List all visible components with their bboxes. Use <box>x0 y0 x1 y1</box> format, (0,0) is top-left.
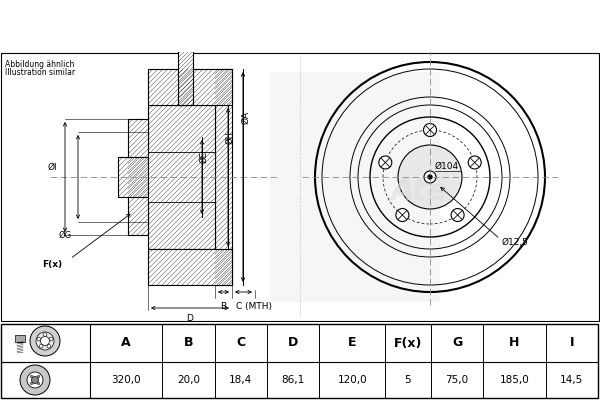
Circle shape <box>41 336 49 346</box>
Bar <box>178 34 193 105</box>
Circle shape <box>37 337 41 341</box>
Circle shape <box>43 333 47 336</box>
Text: H: H <box>509 336 520 350</box>
Circle shape <box>468 156 481 169</box>
Circle shape <box>451 208 464 222</box>
Text: 24.0120-0213.1: 24.0120-0213.1 <box>142 16 314 36</box>
Circle shape <box>27 372 43 388</box>
Text: Illustration similar: Illustration similar <box>5 68 75 77</box>
Bar <box>148 249 232 285</box>
Text: C: C <box>236 336 245 350</box>
Bar <box>270 72 440 302</box>
Bar <box>215 69 232 285</box>
Text: I: I <box>569 336 574 350</box>
Text: 14,5: 14,5 <box>560 375 583 385</box>
Text: ØE: ØE <box>199 151 209 163</box>
Circle shape <box>30 382 32 385</box>
Bar <box>148 69 232 105</box>
Circle shape <box>424 171 436 183</box>
Bar <box>148 152 215 202</box>
Text: Abbildung ähnlich: Abbildung ähnlich <box>5 60 74 69</box>
Circle shape <box>32 376 38 384</box>
Text: ØA: ØA <box>241 110 251 124</box>
Circle shape <box>396 208 409 222</box>
Circle shape <box>30 375 32 378</box>
Text: ØH: ØH <box>226 130 235 144</box>
Text: 120,0: 120,0 <box>337 375 367 385</box>
Text: ØI: ØI <box>47 162 57 172</box>
Circle shape <box>424 124 437 136</box>
Text: 20,0: 20,0 <box>177 375 200 385</box>
Text: D: D <box>288 336 298 350</box>
Text: 86,1: 86,1 <box>281 375 305 385</box>
Circle shape <box>37 375 40 378</box>
Circle shape <box>36 332 54 350</box>
Circle shape <box>428 175 432 179</box>
Circle shape <box>37 382 40 385</box>
Text: 75,0: 75,0 <box>446 375 469 385</box>
FancyBboxPatch shape <box>15 335 25 342</box>
Text: 18,4: 18,4 <box>229 375 253 385</box>
Text: C (MTH): C (MTH) <box>235 302 271 311</box>
Text: B: B <box>220 302 227 311</box>
Text: 320,0: 320,0 <box>111 375 141 385</box>
Circle shape <box>20 365 50 395</box>
Bar <box>128 119 148 235</box>
Bar <box>118 157 148 197</box>
Bar <box>148 105 215 249</box>
Text: Ø12,5: Ø12,5 <box>502 238 529 247</box>
Circle shape <box>379 156 392 169</box>
Text: F(x): F(x) <box>42 260 62 270</box>
Text: 5: 5 <box>404 375 411 385</box>
Circle shape <box>40 344 43 348</box>
Circle shape <box>398 145 462 209</box>
Text: Ate: Ate <box>391 178 449 206</box>
Text: Ø104: Ø104 <box>435 162 459 171</box>
Text: A: A <box>121 336 131 350</box>
Text: D: D <box>187 314 193 323</box>
Circle shape <box>30 326 60 356</box>
Text: B: B <box>184 336 193 350</box>
Text: G: G <box>452 336 462 350</box>
Text: 185,0: 185,0 <box>500 375 529 385</box>
Text: E: E <box>348 336 356 350</box>
Text: F(x): F(x) <box>394 336 422 350</box>
Circle shape <box>49 337 53 341</box>
Text: 420213: 420213 <box>403 16 485 36</box>
Text: ØG: ØG <box>58 230 71 240</box>
Circle shape <box>47 344 50 348</box>
